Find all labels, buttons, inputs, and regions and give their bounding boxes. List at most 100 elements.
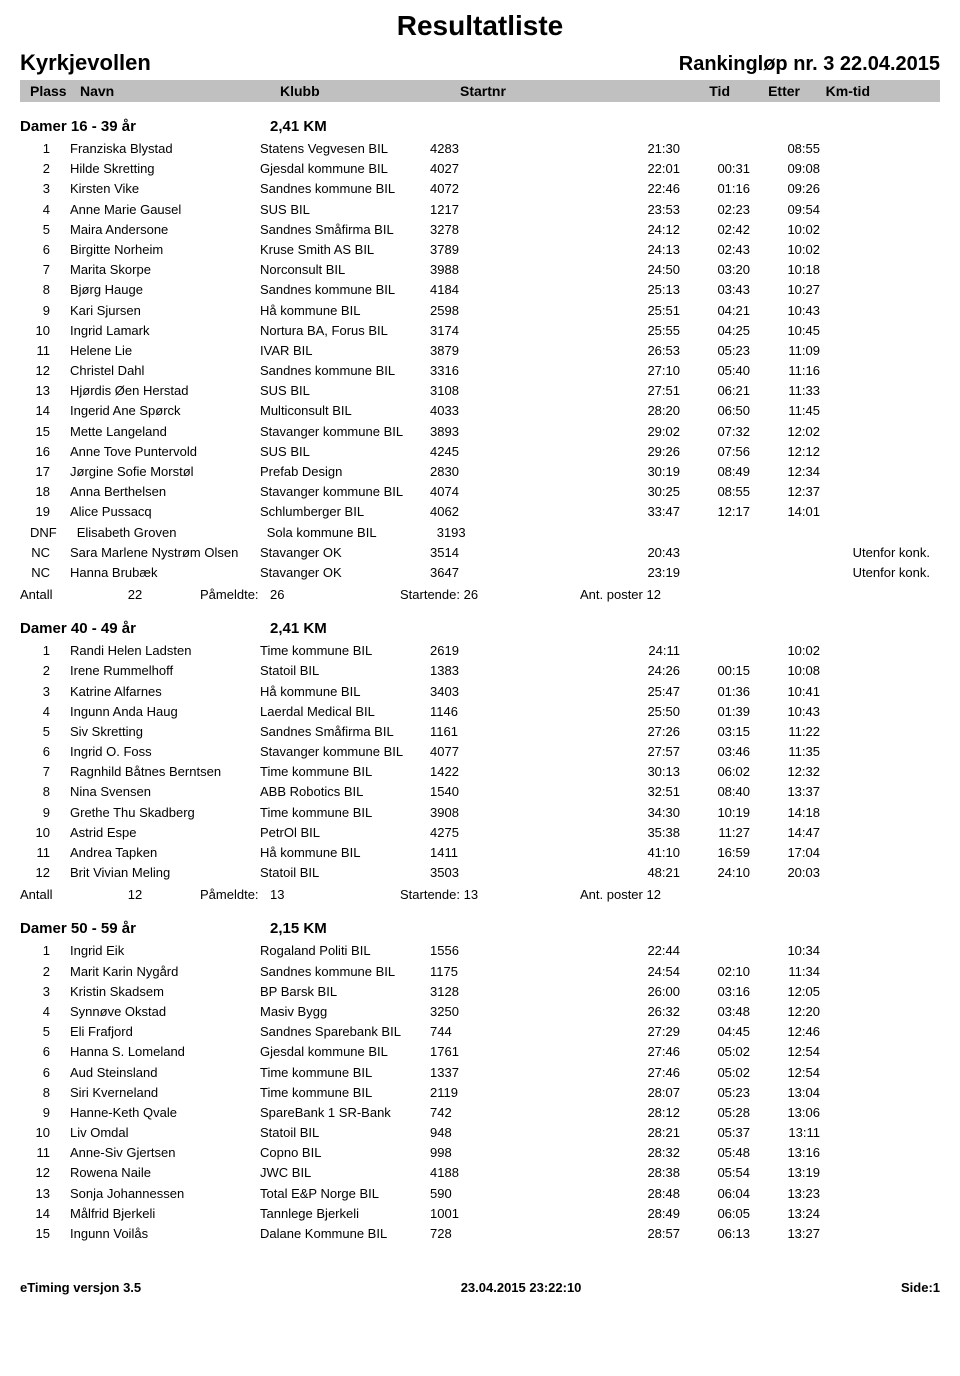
cell-navn: Ingrid Eik (70, 942, 260, 960)
cell-tid: 28:38 (490, 1164, 680, 1182)
sum-antall-label: Antall (20, 887, 70, 902)
cell-plass: 8 (30, 1084, 70, 1102)
cell-startnr: 4188 (430, 1164, 490, 1182)
cell-plass: 8 (30, 783, 70, 801)
cell-plass: 18 (30, 483, 70, 501)
cell-startnr: 3128 (430, 983, 490, 1001)
cell-klubb: Sandnes kommune BIL (260, 180, 430, 198)
cell-note (820, 723, 930, 741)
cell-startnr: 948 (430, 1124, 490, 1142)
cell-kmtid: 08:55 (750, 140, 820, 158)
result-row: 4 Ingunn Anda Haug Laerdal Medical BIL 1… (20, 702, 940, 722)
cell-plass: 6 (30, 241, 70, 259)
category-distance: 2,41 KM (270, 620, 470, 637)
cell-note (820, 423, 930, 441)
cell-tid: 28:49 (490, 1205, 680, 1223)
cell-note (820, 703, 930, 721)
cell-kmtid: 12:54 (750, 1043, 820, 1061)
category-distance: 2,15 KM (270, 920, 470, 937)
cell-note (820, 1064, 930, 1082)
cell-note (820, 140, 930, 158)
cell-navn: Sara Marlene Nystrøm Olsen (70, 544, 260, 562)
cell-tid: 28:12 (490, 1104, 680, 1122)
cell-etter: 06:05 (680, 1205, 750, 1223)
cell-plass: 13 (30, 1185, 70, 1203)
result-row: 8 Bjørg Hauge Sandnes kommune BIL 4184 2… (20, 280, 940, 300)
cell-klubb: Stavanger kommune BIL (260, 743, 430, 761)
cell-tid: 41:10 (490, 844, 680, 862)
cell-plass: 11 (30, 844, 70, 862)
cell-etter (680, 544, 750, 562)
result-row: 6 Hanna S. Lomeland Gjesdal kommune BIL … (20, 1042, 940, 1062)
cell-klubb: SUS BIL (260, 443, 430, 461)
cell-navn: Helene Lie (70, 342, 260, 360)
cell-plass: 4 (30, 1003, 70, 1021)
cell-etter: 02:42 (680, 221, 750, 239)
cell-plass: 14 (30, 1205, 70, 1223)
result-row: 4 Anne Marie Gausel SUS BIL 1217 23:53 0… (20, 200, 940, 220)
cell-navn: Marit Karin Nygård (70, 963, 260, 981)
cell-tid: 25:13 (490, 281, 680, 299)
cell-tid: 28:20 (490, 402, 680, 420)
cell-klubb: Hå kommune BIL (260, 844, 430, 862)
sum-pameldte: 26 (270, 587, 400, 602)
cell-note (820, 1023, 930, 1041)
cell-plass: 7 (30, 763, 70, 781)
cell-plass: NC (30, 544, 70, 562)
cell-kmtid: 10:02 (750, 221, 820, 239)
cell-tid: 27:57 (490, 743, 680, 761)
cell-plass: 8 (30, 281, 70, 299)
cell-kmtid: 13:04 (750, 1084, 820, 1102)
category-header: Damer 40 - 49 år 2,41 KM (20, 620, 940, 637)
cell-navn: Liv Omdal (70, 1124, 260, 1142)
cell-startnr: 3278 (430, 221, 490, 239)
cell-navn: Ragnhild Båtnes Berntsen (70, 763, 260, 781)
cell-note (820, 1003, 930, 1021)
footer: eTiming versjon 3.5 23.04.2015 23:22:10 … (20, 1274, 940, 1295)
result-row: 17 Jørgine Sofie Morstøl Prefab Design 2… (20, 462, 940, 482)
cell-plass: 19 (30, 503, 70, 521)
cell-startnr: 3908 (430, 804, 490, 822)
sum-antall: 12 (70, 887, 200, 902)
cell-note (820, 241, 930, 259)
cell-tid: 26:53 (490, 342, 680, 360)
cell-kmtid: 12:12 (750, 443, 820, 461)
cell-note (820, 483, 930, 501)
cell-startnr: 728 (430, 1225, 490, 1243)
cell-note (827, 524, 937, 542)
cell-navn: Ingunn Voilås (70, 1225, 260, 1243)
cell-note (820, 503, 930, 521)
footer-center: 23.04.2015 23:22:10 (461, 1280, 582, 1295)
cell-klubb: Masiv Bygg (260, 1003, 430, 1021)
cell-tid: 22:46 (490, 180, 680, 198)
result-row: 10 Liv Omdal Statoil BIL 948 28:21 05:37… (20, 1123, 940, 1143)
cell-startnr: 1217 (430, 201, 490, 219)
cell-etter: 05:28 (680, 1104, 750, 1122)
cell-klubb: Sandnes kommune BIL (260, 281, 430, 299)
cell-kmtid (750, 564, 820, 582)
cell-startnr: 2598 (430, 302, 490, 320)
cell-klubb: SpareBank 1 SR-Bank (260, 1104, 430, 1122)
cell-etter: 00:15 (680, 662, 750, 680)
cell-note (820, 160, 930, 178)
cell-klubb: IVAR BIL (260, 342, 430, 360)
result-row: 9 Hanne-Keth Qvale SpareBank 1 SR-Bank 7… (20, 1103, 940, 1123)
cell-tid: 25:47 (490, 683, 680, 701)
cell-etter: 08:55 (680, 483, 750, 501)
cell-etter: 05:02 (680, 1043, 750, 1061)
cell-kmtid: 10:02 (750, 241, 820, 259)
cell-klubb: Kruse Smith AS BIL (260, 241, 430, 259)
cell-klubb: Time kommune BIL (260, 1064, 430, 1082)
cell-tid: 28:21 (490, 1124, 680, 1142)
result-row: 16 Anne Tove Puntervold SUS BIL 4245 29:… (20, 442, 940, 462)
cell-klubb: SUS BIL (260, 382, 430, 400)
cell-plass: 17 (30, 463, 70, 481)
result-row: 13 Hjørdis Øen Herstad SUS BIL 3108 27:5… (20, 381, 940, 401)
cell-note (820, 1144, 930, 1162)
cell-plass: 3 (30, 180, 70, 198)
cell-kmtid: 11:45 (750, 402, 820, 420)
cell-navn: Aud Steinsland (70, 1064, 260, 1082)
race: Rankingløp nr. 3 22.04.2015 (679, 53, 940, 76)
cell-kmtid: 11:33 (750, 382, 820, 400)
cell-startnr: 1175 (430, 963, 490, 981)
